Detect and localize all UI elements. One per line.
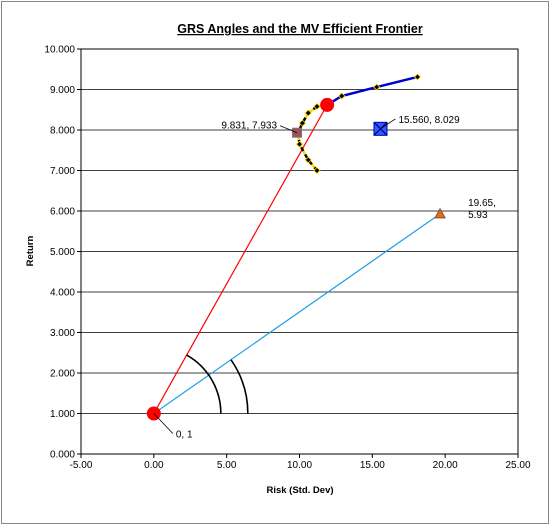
chart-title: GRS Angles and the MV Efficient Frontier: [177, 22, 423, 36]
x-tick-label: -5.00: [70, 460, 93, 471]
y-tick-label: 0.000: [50, 450, 75, 461]
y-tick-label: 1.000: [50, 409, 75, 420]
frontier-point: [298, 119, 306, 127]
y-tick-label: 5.000: [50, 247, 75, 258]
point-label-line: 19.65,: [468, 198, 496, 209]
x-tick-label: 25.00: [505, 460, 530, 471]
frontier-line: [326, 75, 418, 106]
x-tick-label: 0.00: [144, 460, 164, 471]
label-leader: [380, 118, 396, 130]
point-label-line: 5.93: [468, 210, 488, 221]
point-label-line: 9.831, 7.933: [221, 121, 277, 132]
point-label: 0, 1: [176, 430, 193, 441]
y-tick-label: 3.000: [50, 328, 75, 339]
point-label: 19.65, 5.93: [468, 198, 496, 221]
y-tick-label: 10.000: [44, 45, 75, 56]
frontier-point: [413, 73, 422, 81]
angle-arc: [230, 359, 249, 414]
frontier-point: [304, 156, 312, 164]
point-label: 9.831, 7.933: [221, 121, 277, 132]
angle-arc: [186, 354, 222, 414]
point: [434, 207, 446, 219]
y-axis-title: Return: [25, 236, 36, 267]
point-label-line: 15.560, 8.029: [398, 115, 460, 126]
frontier-point: [338, 92, 346, 100]
point-label-line: 0, 1: [176, 430, 193, 441]
point-cross: [374, 122, 387, 136]
y-tick-label: 9.000: [50, 85, 75, 96]
frontier-point: [295, 140, 304, 148]
y-tick-label: 8.000: [50, 126, 75, 137]
y-tick-label: 7.000: [50, 166, 75, 177]
point-label: 15.560, 8.029: [398, 115, 460, 126]
x-axis-title: Risk (Std. Dev): [266, 485, 333, 496]
frontier-point: [373, 83, 381, 91]
label-leader: [279, 125, 298, 134]
ray-line: [153, 213, 441, 414]
point: [320, 97, 335, 112]
frontier-point: [313, 102, 321, 111]
y-tick-label: 6.000: [50, 207, 75, 218]
label-leader: [153, 413, 174, 434]
x-tick-label: 10.00: [287, 460, 312, 471]
ray-line: [153, 104, 328, 414]
frontier-point: [313, 166, 321, 175]
frontier-point: [304, 109, 312, 117]
y-tick-label: 4.000: [50, 288, 75, 299]
x-tick-label: 15.00: [360, 460, 385, 471]
x-tick-label: 20.00: [433, 460, 458, 471]
x-tick-label: 5.00: [217, 460, 237, 471]
y-tick-label: 2.000: [50, 369, 75, 380]
